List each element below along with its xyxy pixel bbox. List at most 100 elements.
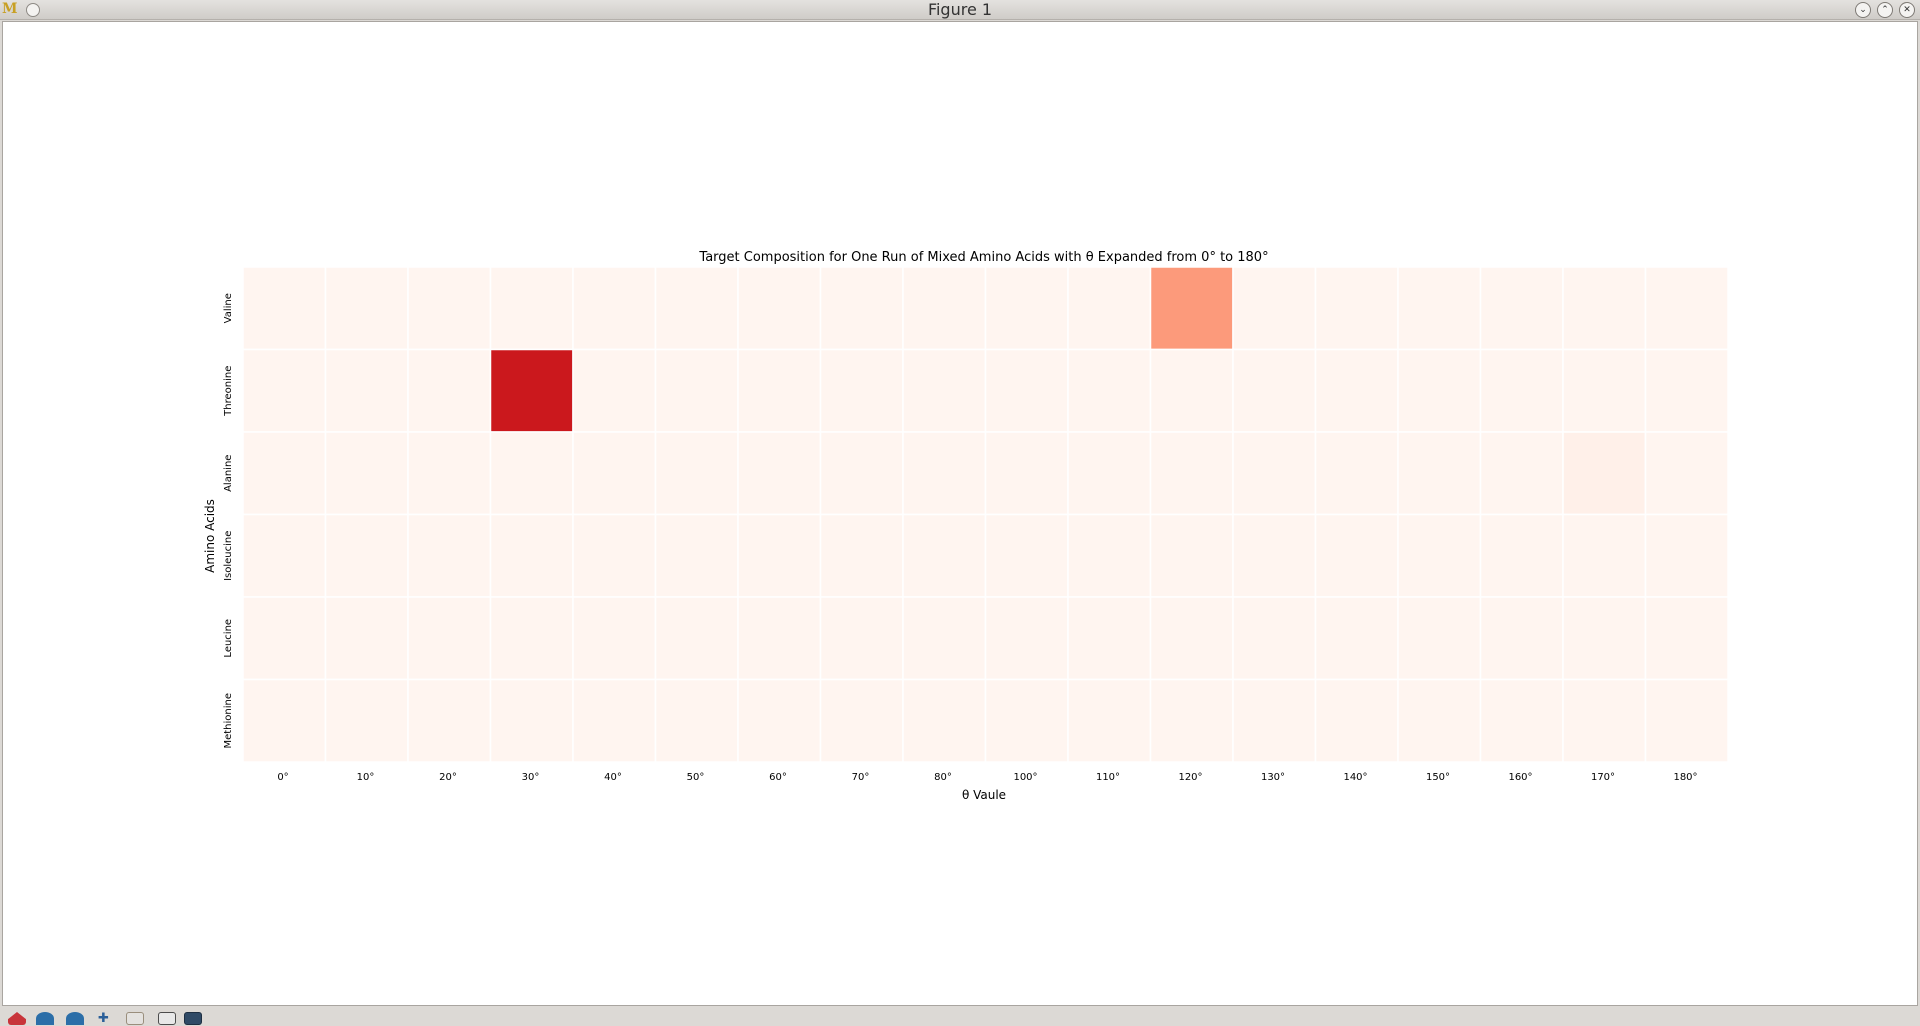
y-axis-label: Amino Acids [203, 499, 217, 573]
heatmap-cell [491, 267, 574, 350]
window-titlebar[interactable]: M Figure 1 ⌄ ⌃ ✕ [0, 0, 1920, 20]
y-tick-label: Leucine [223, 619, 234, 658]
x-tick-label: 20° [439, 772, 457, 783]
heatmap-cell [821, 680, 904, 763]
y-tick-label: Methionine [223, 693, 234, 749]
x-tick-label: 120° [1178, 772, 1202, 783]
y-tick-label: Threonine [223, 366, 234, 417]
forward-icon[interactable] [66, 1012, 84, 1025]
heatmap-cell [1398, 350, 1481, 433]
heatmap-cell [408, 267, 491, 350]
heatmap-cell [1646, 680, 1729, 763]
x-tick-label: 160° [1508, 772, 1532, 783]
heatmap-cell [903, 267, 986, 350]
heatmap-cell [903, 432, 986, 515]
heatmap-cell [491, 597, 574, 680]
x-tick-label: 10° [357, 772, 375, 783]
heatmap-cell [326, 350, 409, 433]
heatmap-cell [738, 515, 821, 598]
heatmap-cell [903, 680, 986, 763]
heatmap-cell [573, 515, 656, 598]
heatmap-cell [573, 267, 656, 350]
y-tick-label: Valine [223, 293, 234, 323]
x-tick-label: 170° [1591, 772, 1615, 783]
heatmap-cell [986, 267, 1069, 350]
heatmap-cell [986, 350, 1069, 433]
heatmap-cell [243, 515, 326, 598]
back-icon[interactable] [36, 1012, 54, 1025]
heatmap-cell [1316, 515, 1399, 598]
heatmap-cell [408, 680, 491, 763]
x-axis-label: θ Vaule [962, 788, 1006, 802]
heatmap-cell [326, 597, 409, 680]
heatmap-cell [986, 432, 1069, 515]
configure-icon[interactable] [158, 1012, 176, 1025]
heatmap-cell [1316, 432, 1399, 515]
heatmap-cell [903, 597, 986, 680]
heatmap-cell [1233, 680, 1316, 763]
heatmap-cell [1316, 597, 1399, 680]
heatmap-cell [986, 597, 1069, 680]
heatmap-cell [986, 515, 1069, 598]
heatmap-cell [573, 350, 656, 433]
heatmap-cell [1398, 680, 1481, 763]
heatmap-cell [986, 680, 1069, 763]
heatmap-cell [326, 267, 409, 350]
heatmap-cell [738, 680, 821, 763]
zoom-icon[interactable] [126, 1012, 144, 1025]
heatmap-cell [1233, 515, 1316, 598]
heatmap-cell [1398, 597, 1481, 680]
heatmap-cell [1068, 267, 1151, 350]
heatmap-cell [1563, 350, 1646, 433]
x-tick-label: 130° [1261, 772, 1285, 783]
heatmap-cell [1068, 515, 1151, 598]
heatmap-cell [656, 267, 739, 350]
heatmap-cell [1068, 432, 1151, 515]
heatmap-cell [1151, 432, 1234, 515]
heatmap-cell [408, 597, 491, 680]
heatmap-cell [408, 350, 491, 433]
heatmap-cell [243, 597, 326, 680]
heatmap-cell [243, 432, 326, 515]
heatmap-cell [821, 432, 904, 515]
heatmap-cell [243, 350, 326, 433]
heatmap-cell [656, 597, 739, 680]
heatmap-cell [821, 515, 904, 598]
x-tick-label: 80° [934, 772, 952, 783]
x-tick-label: 40° [604, 772, 622, 783]
figure-canvas[interactable]: Target Composition for One Run of Mixed … [2, 21, 1918, 1006]
home-icon[interactable] [8, 1012, 26, 1025]
heatmap-cell [656, 680, 739, 763]
window-title: Figure 1 [0, 0, 1920, 19]
heatmap-cell [326, 432, 409, 515]
pan-icon[interactable]: ✚ [98, 1012, 108, 1025]
heatmap-cell [1563, 432, 1646, 515]
y-tick-label: Isoleucine [223, 531, 234, 581]
chart-title: Target Composition for One Run of Mixed … [698, 250, 1268, 265]
y-tick-labels: Valine Threonine Alanine Isoleucine Leucine M… [223, 293, 234, 748]
x-tick-label: 150° [1426, 772, 1450, 783]
x-tick-label: 100° [1013, 772, 1037, 783]
heatmap-cell [1068, 597, 1151, 680]
heatmap-cell [408, 432, 491, 515]
heatmap-cell [1563, 597, 1646, 680]
heatmap-cell [903, 515, 986, 598]
heatmap-cell [1151, 680, 1234, 763]
heatmap-cell [491, 432, 574, 515]
x-tick-labels: 0° 10° 20° 30° 40° 50° 60° 70° 80° 100° 110° 120° 13… [277, 772, 1697, 783]
heatmap-cell [573, 597, 656, 680]
maximize-icon[interactable]: ⌃ [1877, 2, 1893, 18]
heatmap-cell [1481, 432, 1564, 515]
x-tick-label: 70° [852, 772, 870, 783]
heatmap-cell [1481, 680, 1564, 763]
heatmap-cells [243, 267, 1728, 762]
heatmap-cell [1646, 432, 1729, 515]
heatmap-cell [738, 267, 821, 350]
heatmap-cell [1563, 515, 1646, 598]
close-icon[interactable]: ✕ [1899, 2, 1915, 18]
heatmap-cell [1481, 597, 1564, 680]
heatmap-cell [326, 515, 409, 598]
save-icon[interactable] [184, 1012, 202, 1025]
heatmap-cell [1233, 267, 1316, 350]
minimize-icon[interactable]: ⌄ [1855, 2, 1871, 18]
